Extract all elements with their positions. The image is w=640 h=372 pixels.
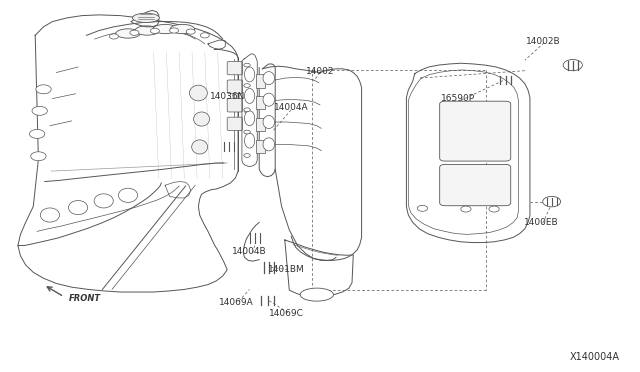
Text: 1400EB: 1400EB bbox=[524, 218, 558, 227]
Text: 14002: 14002 bbox=[306, 67, 334, 76]
Circle shape bbox=[489, 206, 499, 212]
Text: X140004A: X140004A bbox=[570, 352, 620, 362]
Circle shape bbox=[200, 33, 209, 38]
FancyBboxPatch shape bbox=[227, 117, 243, 131]
FancyBboxPatch shape bbox=[440, 164, 511, 206]
Circle shape bbox=[461, 206, 471, 212]
Circle shape bbox=[150, 28, 159, 33]
FancyBboxPatch shape bbox=[440, 101, 511, 161]
Circle shape bbox=[244, 108, 250, 112]
Ellipse shape bbox=[244, 67, 255, 82]
Ellipse shape bbox=[263, 115, 275, 129]
Text: 14069C: 14069C bbox=[269, 309, 304, 318]
Text: 1401BM: 1401BM bbox=[268, 265, 305, 274]
Circle shape bbox=[244, 130, 250, 134]
Circle shape bbox=[186, 29, 195, 34]
Circle shape bbox=[244, 154, 250, 157]
Ellipse shape bbox=[40, 208, 60, 222]
Text: 14069A: 14069A bbox=[220, 298, 254, 307]
Ellipse shape bbox=[263, 93, 275, 106]
Text: 14004B: 14004B bbox=[232, 247, 267, 256]
Text: 14002B: 14002B bbox=[526, 37, 561, 46]
Circle shape bbox=[130, 30, 139, 35]
Ellipse shape bbox=[244, 111, 255, 126]
Text: FRONT: FRONT bbox=[69, 294, 101, 303]
Text: 16590P: 16590P bbox=[440, 94, 475, 103]
Ellipse shape bbox=[170, 25, 195, 34]
FancyBboxPatch shape bbox=[256, 140, 265, 153]
Ellipse shape bbox=[116, 29, 140, 38]
FancyBboxPatch shape bbox=[227, 61, 243, 75]
Circle shape bbox=[244, 84, 250, 87]
Ellipse shape bbox=[300, 288, 333, 301]
Ellipse shape bbox=[193, 112, 210, 126]
Ellipse shape bbox=[263, 138, 275, 151]
Circle shape bbox=[417, 205, 428, 211]
Ellipse shape bbox=[118, 188, 138, 202]
FancyBboxPatch shape bbox=[256, 96, 265, 109]
FancyBboxPatch shape bbox=[256, 118, 265, 131]
Ellipse shape bbox=[244, 89, 255, 103]
Ellipse shape bbox=[244, 133, 255, 148]
FancyBboxPatch shape bbox=[227, 80, 243, 93]
Circle shape bbox=[170, 28, 179, 33]
Ellipse shape bbox=[189, 85, 207, 101]
Ellipse shape bbox=[192, 140, 207, 154]
Circle shape bbox=[36, 85, 51, 94]
Text: 14004A: 14004A bbox=[274, 103, 308, 112]
Ellipse shape bbox=[68, 201, 88, 215]
FancyBboxPatch shape bbox=[256, 74, 265, 88]
Circle shape bbox=[543, 196, 561, 207]
Circle shape bbox=[563, 60, 582, 71]
Circle shape bbox=[31, 152, 46, 161]
Text: 14036N: 14036N bbox=[209, 92, 245, 101]
Ellipse shape bbox=[263, 72, 275, 85]
FancyBboxPatch shape bbox=[227, 99, 243, 112]
Circle shape bbox=[32, 106, 47, 115]
Circle shape bbox=[244, 63, 250, 67]
Ellipse shape bbox=[153, 25, 177, 34]
Ellipse shape bbox=[132, 13, 159, 22]
Ellipse shape bbox=[135, 26, 159, 35]
Circle shape bbox=[109, 34, 118, 39]
Ellipse shape bbox=[94, 194, 113, 208]
Circle shape bbox=[29, 129, 45, 138]
